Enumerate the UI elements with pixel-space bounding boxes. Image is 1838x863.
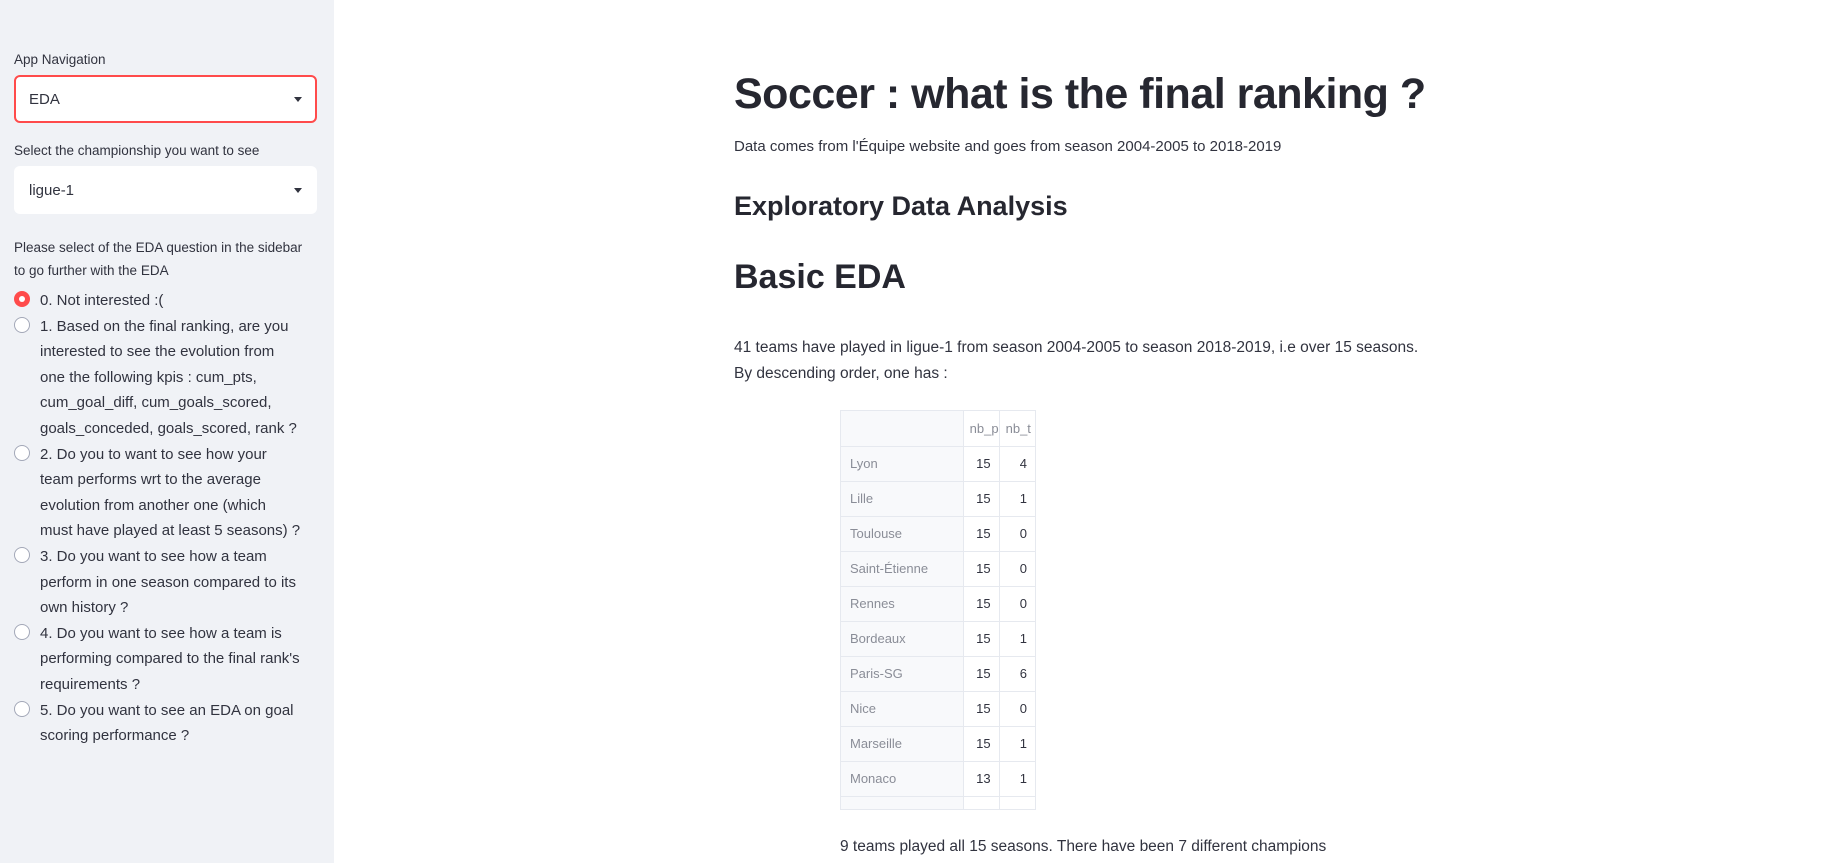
table-cell: 15 <box>963 726 1000 762</box>
table-cell: 0 <box>999 586 1035 622</box>
eda-option-0[interactable]: 0. Not interested :( <box>14 288 320 314</box>
page-title: Soccer : what is the final ranking ? <box>734 70 1426 118</box>
row-index: Toulouse <box>841 516 964 552</box>
eda-option-label: 3. Do you want to see how a team perform… <box>40 547 296 617</box>
table-row: Marseille 15 1 <box>841 726 1035 762</box>
radio-unchecked-icon[interactable] <box>14 546 30 563</box>
row-index: Marseille <box>841 726 964 762</box>
teams-summary-text: 9 teams played all 15 seasons. There hav… <box>840 838 1327 856</box>
table-row <box>841 796 1035 810</box>
table-cell <box>963 796 1000 810</box>
table-corner <box>841 411 964 447</box>
chevron-down-icon <box>294 96 302 102</box>
table-cell: 15 <box>963 516 1000 552</box>
table-cell <box>999 796 1035 810</box>
chevron-down-icon <box>294 187 302 193</box>
row-index: Lyon <box>841 446 964 482</box>
radio-unchecked-icon[interactable] <box>14 444 30 461</box>
row-index: Monaco <box>841 761 964 797</box>
table-cell: 13 <box>963 761 1000 797</box>
eda-question-label: Please select of the EDA question in the… <box>14 240 303 278</box>
column-header[interactable]: nb_t <box>999 411 1035 447</box>
table-cell: 15 <box>963 656 1000 692</box>
table-cell: 15 <box>963 446 1000 482</box>
table-row: Lille 15 1 <box>841 481 1035 517</box>
table-cell: 4 <box>999 446 1035 482</box>
column-header[interactable]: nb_p <box>963 411 1000 447</box>
radio-unchecked-icon[interactable] <box>14 316 30 333</box>
nav-select[interactable]: EDA <box>14 75 317 123</box>
eda-option-2[interactable]: 2. Do you to want to see how your team p… <box>14 442 320 544</box>
eda-question-radio-group: 0. Not interested :( 1. Based on the fin… <box>14 288 320 749</box>
table-cell: 15 <box>963 621 1000 657</box>
table-row: Lyon 15 4 <box>841 446 1035 482</box>
championship-select-value: ligue-1 <box>29 181 75 199</box>
radio-unchecked-icon[interactable] <box>14 700 30 717</box>
nav-select-label: App Navigation <box>14 52 106 67</box>
row-index: Bordeaux <box>841 621 964 657</box>
championship-select-label: Select the championship you want to see <box>14 143 260 158</box>
section-title: Basic EDA <box>734 258 906 296</box>
eda-option-label: 0. Not interested :( <box>40 292 164 309</box>
row-index: Saint-Étienne <box>841 551 964 587</box>
eda-option-4[interactable]: 4. Do you want to see how a team is perf… <box>14 621 320 698</box>
table-cell: 1 <box>999 761 1035 797</box>
eda-option-5[interactable]: 5. Do you want to see an EDA on goal sco… <box>14 698 320 749</box>
table-row: Saint-Étienne 15 0 <box>841 551 1035 587</box>
sidebar: App Navigation EDA Select the championsh… <box>0 0 334 863</box>
row-index <box>841 796 964 810</box>
radio-checked-icon[interactable] <box>14 291 30 307</box>
row-index: Paris-SG <box>841 656 964 692</box>
teams-table[interactable]: nb_p nb_t Lyon 15 4 Lille 15 <box>840 410 1036 811</box>
content-block: Soccer : what is the final ranking ? Dat… <box>734 64 1474 856</box>
eda-option-label: 5. Do you want to see an EDA on goal sco… <box>40 701 294 745</box>
summary-paragraph: 41 teams have played in ligue-1 from sea… <box>734 339 1419 382</box>
eda-option-1[interactable]: 1. Based on the final ranking, are you i… <box>14 314 320 442</box>
table-cell: 1 <box>999 621 1035 657</box>
table-cell: 0 <box>999 691 1035 727</box>
table-cell: 6 <box>999 656 1035 692</box>
table-cell: 15 <box>963 691 1000 727</box>
subtitle: Exploratory Data Analysis <box>734 191 1068 221</box>
table-cell: 0 <box>999 551 1035 587</box>
row-index: Nice <box>841 691 964 727</box>
data-source-text: Data comes from l'Équipe website and goe… <box>734 138 1282 155</box>
table-row: Toulouse 15 0 <box>841 516 1035 552</box>
table-row: Bordeaux 15 1 <box>841 621 1035 657</box>
table-header-row: nb_p nb_t <box>841 411 1035 447</box>
row-index: Lille <box>841 481 964 517</box>
eda-option-3[interactable]: 3. Do you want to see how a team perform… <box>14 544 320 621</box>
table-cell: 1 <box>999 481 1035 517</box>
eda-option-label: 1. Based on the final ranking, are you i… <box>40 317 297 437</box>
table-row: Rennes 15 0 <box>841 586 1035 622</box>
table-row: Monaco 13 1 <box>841 761 1035 797</box>
row-index: Rennes <box>841 586 964 622</box>
eda-option-label: 4. Do you want to see how a team is perf… <box>40 624 300 693</box>
championship-select[interactable]: ligue-1 <box>14 166 317 214</box>
table-row: Nice 15 0 <box>841 691 1035 727</box>
table-cell: 0 <box>999 516 1035 552</box>
table-cell: 15 <box>963 586 1000 622</box>
table-row: Paris-SG 15 6 <box>841 656 1035 692</box>
nav-select-value: EDA <box>29 90 60 108</box>
table-cell: 15 <box>963 551 1000 587</box>
main-content: Soccer : what is the final ranking ? Dat… <box>334 0 1838 863</box>
table-cell: 1 <box>999 726 1035 762</box>
radio-unchecked-icon[interactable] <box>14 623 30 640</box>
eda-option-label: 2. Do you to want to see how your team p… <box>40 445 301 540</box>
table-cell: 15 <box>963 481 1000 517</box>
